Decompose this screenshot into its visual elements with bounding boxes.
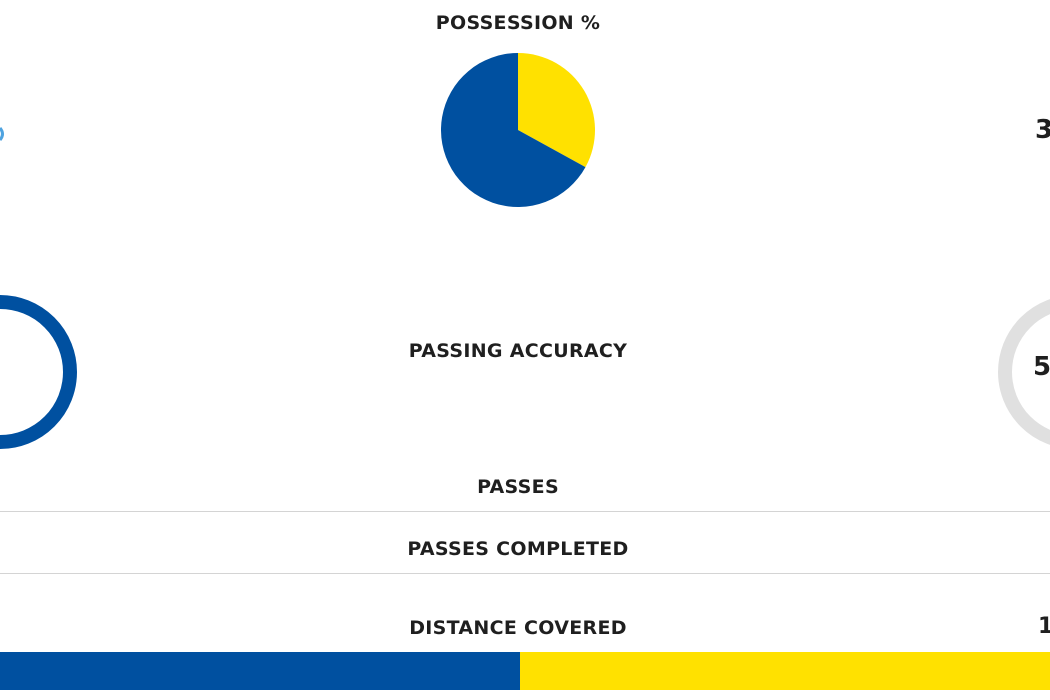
possession-slice-away bbox=[518, 53, 595, 168]
home-possession-marker bbox=[0, 127, 4, 141]
passes-label: PASSES bbox=[477, 476, 559, 498]
away-passing-accuracy-ring bbox=[998, 299, 1050, 445]
compare-bar-away bbox=[520, 652, 1050, 690]
away-distance-covered-value: 1 bbox=[1038, 614, 1050, 639]
possession-pie-chart bbox=[441, 53, 595, 207]
away-passing-accuracy-value: 5 bbox=[1033, 352, 1050, 382]
away-accuracy-ring-track bbox=[998, 299, 1050, 445]
compare-bar-home bbox=[0, 652, 520, 690]
divider bbox=[0, 511, 1050, 512]
divider bbox=[0, 573, 1050, 574]
home-accuracy-ring-arc bbox=[0, 295, 77, 449]
possession-slice-home bbox=[441, 53, 586, 207]
home-passing-accuracy-ring bbox=[0, 295, 77, 449]
away-possession-value: 3 bbox=[1035, 115, 1050, 145]
passes-completed-label: PASSES COMPLETED bbox=[407, 538, 629, 560]
passing-accuracy-label: PASSING ACCURACY bbox=[408, 340, 628, 362]
distance-covered-label: DISTANCE COVERED bbox=[409, 617, 627, 639]
possession-label: POSSESSION % bbox=[435, 12, 601, 34]
